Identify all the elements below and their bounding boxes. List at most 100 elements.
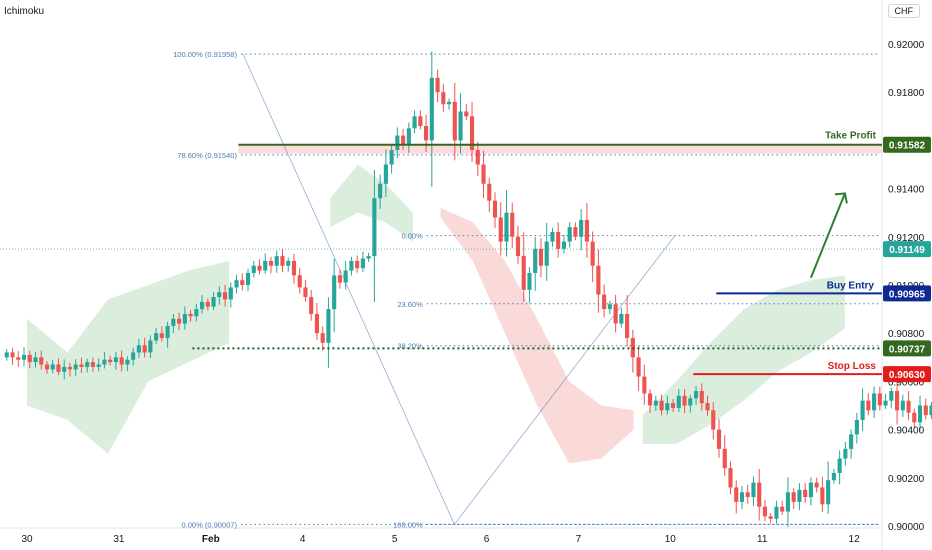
ichimoku-cloud-bull-2 (642, 275, 845, 445)
candle-body (372, 198, 377, 257)
candle-body (906, 400, 911, 413)
y-tick-label: 0.90800 (888, 329, 925, 340)
candle-body (762, 506, 768, 517)
candle-body (866, 400, 871, 411)
candle-body (21, 354, 27, 360)
candle-body (136, 345, 141, 353)
candle-body (280, 256, 285, 266)
candle-body (820, 487, 825, 505)
candle-body (337, 275, 342, 283)
candle-body (50, 364, 55, 370)
candle-body (303, 287, 308, 298)
candle-body (561, 241, 566, 249)
candle-body (929, 405, 932, 416)
candle-body (464, 111, 469, 117)
indicator-label[interactable]: Ichimoku (4, 6, 45, 17)
candle-body (596, 265, 601, 295)
candle-body (527, 272, 532, 290)
candle-body (113, 357, 118, 363)
candle-body (383, 164, 388, 184)
candle-body (452, 101, 457, 141)
candle-body (314, 313, 320, 334)
y-tick-label: 0.90000 (888, 522, 925, 533)
stop-loss-price-tag-label: 0.90630 (889, 370, 926, 381)
candle-body (108, 359, 113, 363)
candle-body (90, 362, 96, 367)
candle-body (349, 260, 354, 271)
candle-body (406, 128, 411, 146)
x-tick-label: 4 (300, 534, 306, 545)
candle-body (418, 116, 423, 126)
x-tick-label: 7 (576, 534, 582, 545)
x-tick-label: 11 (757, 534, 768, 545)
candle-body (73, 364, 78, 370)
candle-body (510, 212, 515, 237)
candle-body (309, 297, 314, 314)
candle-body (883, 400, 888, 406)
candle-body (360, 258, 365, 269)
candle-body (533, 248, 538, 273)
candle-body (860, 400, 865, 420)
candle-body (693, 391, 699, 399)
candle-body (159, 333, 164, 339)
support-price-tag-bg (883, 340, 931, 357)
candle-body (665, 403, 670, 411)
candle-body (613, 304, 618, 324)
stop-loss-label: Stop Loss (828, 361, 877, 372)
candle-body (590, 241, 595, 266)
y-tick-label: 0.91200 (888, 233, 925, 244)
candle-body (148, 340, 153, 353)
candle-body (228, 287, 233, 300)
candle-body (797, 489, 802, 502)
candle-body (567, 227, 572, 242)
candle-body (67, 366, 73, 370)
candle-body (320, 333, 325, 343)
candle-body (194, 309, 199, 317)
candle-body (125, 359, 130, 365)
candle-body (912, 412, 917, 423)
candle-body (716, 429, 722, 449)
buy-entry-price-tag-bg (883, 285, 931, 302)
fib2-trend-line (454, 235, 676, 525)
candle-body (33, 357, 38, 363)
candle-body (286, 260, 291, 266)
candle-body (475, 150, 480, 165)
x-tick-label: Feb (202, 534, 220, 545)
buy-entry-label: Buy Entry (827, 280, 875, 291)
y-tick-label: 0.90600 (888, 377, 925, 388)
candle-body (515, 236, 521, 257)
take-profit-label: Take Profit (825, 131, 877, 142)
candle-body (607, 304, 612, 310)
candle-body (757, 482, 762, 507)
candle-body (458, 111, 463, 141)
candle-body (688, 398, 693, 406)
candle-body (389, 150, 394, 165)
candle-body (10, 352, 15, 358)
candle-body (653, 400, 658, 406)
candle-body (142, 345, 147, 353)
ichimoku-cloud-bear-0 (440, 207, 634, 464)
candle-body (584, 219, 589, 242)
buy-entry-price-tag-label: 0.90965 (889, 289, 926, 300)
candle-body (263, 260, 268, 271)
fib1-level-label-0: 100.00% (0.91958) (173, 50, 237, 59)
candle-body (217, 292, 222, 298)
candle-body (79, 364, 84, 367)
candle-body (222, 292, 228, 300)
candle-body (412, 116, 417, 129)
candle-body (4, 352, 9, 358)
candle-body (39, 357, 44, 365)
candle-body (843, 448, 848, 459)
candle-body (556, 231, 561, 249)
support-price-tag-label: 0.90737 (889, 344, 926, 355)
candle-body (728, 468, 733, 488)
currency-badge[interactable]: CHF (887, 4, 920, 18)
candle-body (808, 482, 813, 498)
candle-body (188, 313, 193, 317)
candle-body (877, 393, 882, 406)
candle-body (894, 391, 900, 411)
candle-body (498, 217, 503, 242)
fib2-level-label-1: 23.60% (397, 300, 423, 309)
